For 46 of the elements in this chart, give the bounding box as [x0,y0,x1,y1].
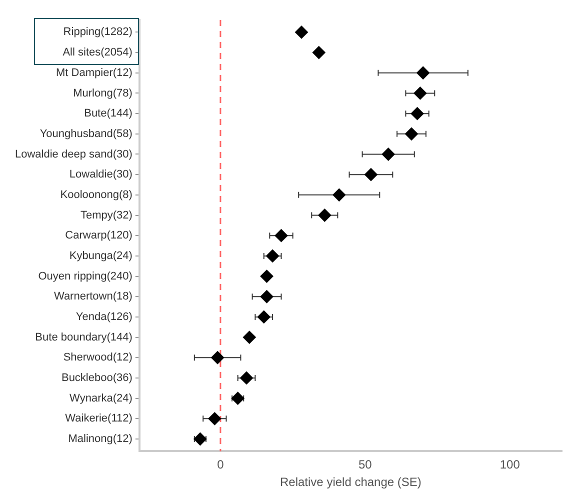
point [231,392,244,405]
y-tick-label: Ripping(1282) [63,26,132,38]
y-tick-label: Malinong(12) [68,433,132,446]
point [194,432,207,446]
point [318,208,332,222]
point [416,66,430,80]
point [274,229,288,242]
x-tick-label: 100 [500,458,520,472]
y-tick-label: Ouyen ripping(240) [38,270,132,282]
x-tick-label: 50 [358,458,372,472]
point [410,107,424,120]
point [257,310,270,324]
point [404,127,418,140]
point [260,290,274,304]
point [260,270,274,283]
y-tick-label: Kooloonong(8) [60,188,132,201]
y-tick-label: Lowaldie deep sand(30) [14,148,132,160]
y-tick-label: Bute(144) [84,108,132,120]
y-tick-label: Murlong(78) [73,87,132,100]
y-tick-label: Sherwood(12) [63,352,132,364]
point [211,351,224,364]
point [312,46,326,60]
point [364,168,378,182]
point [332,188,346,202]
y-tick-label: Waikerie(112) [65,412,132,425]
y-tick-label: Kybunga(24) [69,250,132,262]
y-tick-label: Mt Dampier(12) [56,66,132,79]
point [414,86,427,100]
point [240,371,254,384]
y-tick-label: Younghusband(58) [40,128,132,140]
y-tick-label: Lowaldie(30) [69,168,132,181]
point [382,148,395,161]
y-tick-label: Yenda(126) [76,310,132,323]
point [266,249,280,262]
y-tick-label: Wynarka(24) [70,392,132,404]
y-tick-label: Warnertown(18) [54,290,132,303]
point [208,412,222,426]
point [295,26,308,39]
y-tick-label: Carwarp(120) [65,230,132,242]
y-tick-label: All sites(2054) [62,46,132,59]
x-tick-label: 0 [217,458,224,472]
point [242,330,256,344]
x-axis-title: Relative yield change (SE) [280,475,422,490]
y-tick-label: Bute boundary(144) [35,331,132,344]
y-tick-label: Tempy(32) [80,209,132,222]
y-tick-label: Buckleboo(36) [61,372,132,384]
